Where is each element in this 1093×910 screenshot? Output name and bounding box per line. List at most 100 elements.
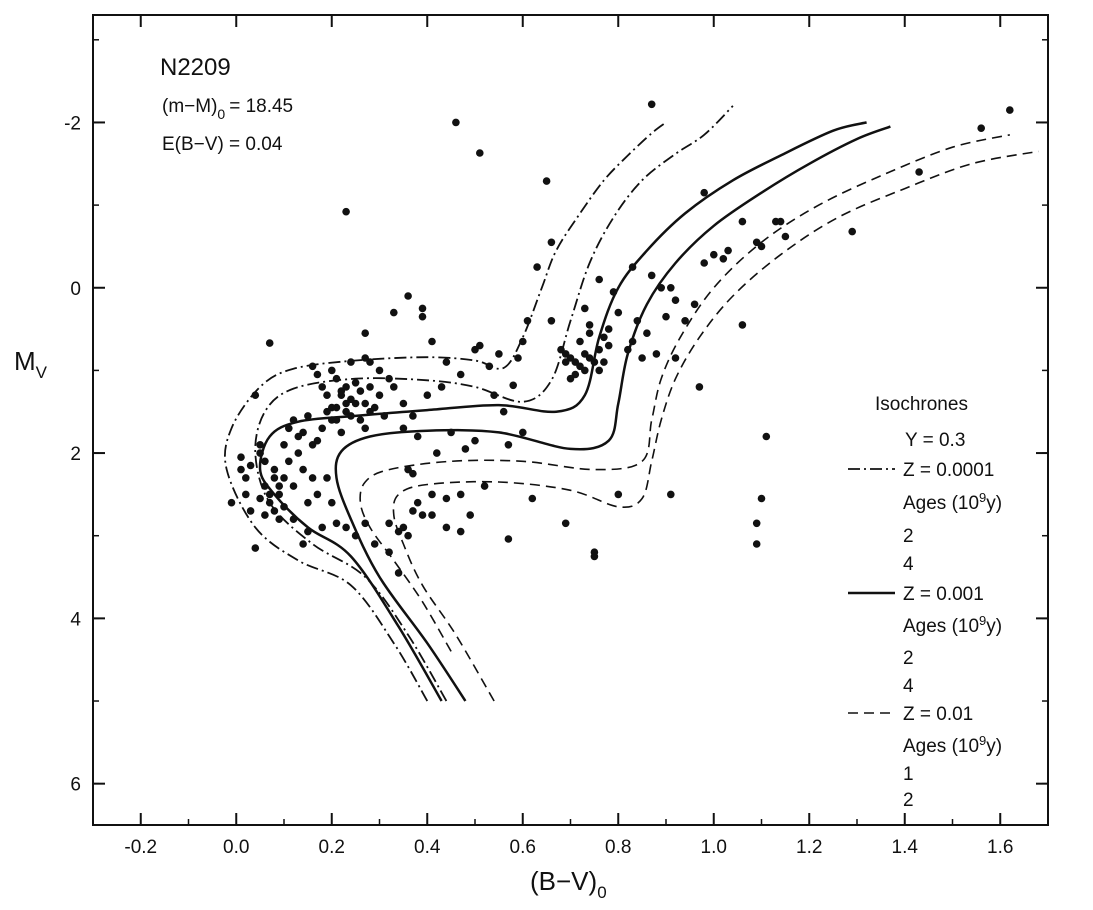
star-point xyxy=(456,370,465,379)
star-point xyxy=(633,317,642,325)
y-tick-label-4: 6 xyxy=(70,775,81,796)
legend-label-z001: Z = 0.001 xyxy=(903,584,984,605)
star-point xyxy=(428,490,436,499)
legend-label-z0001: Z = 0.0001 xyxy=(903,460,994,481)
star-point xyxy=(409,469,417,478)
star-point xyxy=(299,465,307,474)
star-point xyxy=(275,482,284,490)
star-point xyxy=(280,474,288,482)
star-points xyxy=(227,100,1014,577)
star-point xyxy=(328,498,336,507)
star-point xyxy=(456,527,465,536)
legend-age-z001-2: 4 xyxy=(903,676,914,697)
star-point xyxy=(313,370,322,379)
star-point xyxy=(738,217,747,226)
star-point xyxy=(752,519,761,528)
isochrone-solid-2 xyxy=(258,121,867,702)
x-tick-label-0: -0.2 xyxy=(124,837,157,858)
star-point xyxy=(370,540,379,548)
star-point xyxy=(428,511,436,519)
legend-label-z01: Z = 0.01 xyxy=(903,704,973,725)
star-point xyxy=(671,354,680,362)
star-point xyxy=(280,503,288,511)
star-point xyxy=(662,312,670,321)
x-tick-label-6: 1.0 xyxy=(701,837,727,858)
star-point xyxy=(361,399,370,408)
star-point xyxy=(299,428,307,437)
star-point xyxy=(547,238,556,247)
distance-modulus-sub: 0 xyxy=(217,106,225,122)
star-point xyxy=(447,428,455,437)
star-point xyxy=(361,519,370,528)
star-point xyxy=(561,358,570,366)
star-point xyxy=(332,519,341,528)
star-point xyxy=(442,358,451,366)
star-point xyxy=(261,482,269,490)
star-point xyxy=(270,465,279,474)
reddening-value: E(B−V) = 0.04 xyxy=(162,134,283,155)
star-point xyxy=(609,288,618,296)
isochrone-solid-3 xyxy=(334,125,891,702)
star-point xyxy=(442,523,451,532)
legend-ages-z0001: Ages (109y) xyxy=(903,490,1002,514)
star-point xyxy=(256,494,264,503)
star-point xyxy=(308,474,317,482)
star-point xyxy=(308,362,317,371)
star-point xyxy=(781,232,790,241)
legend-helium: Y = 0.3 xyxy=(905,430,965,451)
x-axis-label: (B−V)0 xyxy=(530,866,607,902)
star-point xyxy=(652,350,661,358)
star-point xyxy=(595,275,603,284)
star-point xyxy=(776,217,785,226)
y-tick-label-1: 0 xyxy=(70,279,81,300)
star-point xyxy=(643,329,651,338)
star-point xyxy=(356,416,365,424)
star-point xyxy=(299,540,307,548)
star-point xyxy=(399,523,408,532)
isochrone-dashed-4 xyxy=(359,134,1010,652)
star-point xyxy=(366,358,374,366)
star-point xyxy=(390,308,398,317)
star-point xyxy=(738,321,747,329)
star-point xyxy=(504,535,513,543)
legend-ages-z001-main: Ages (10 xyxy=(903,616,979,637)
x-tick-label-5: 0.8 xyxy=(605,837,631,858)
y-tick-label-2: 2 xyxy=(70,444,81,465)
star-point xyxy=(590,358,599,366)
star-point xyxy=(399,424,408,433)
star-point xyxy=(1006,106,1014,114)
star-point xyxy=(323,474,331,482)
star-point xyxy=(351,399,360,408)
star-point xyxy=(519,428,527,437)
star-point xyxy=(242,490,250,499)
star-point xyxy=(423,391,432,400)
star-point xyxy=(323,391,331,400)
star-point xyxy=(647,100,656,109)
star-point xyxy=(757,242,766,251)
x-tick-label-9: 1.6 xyxy=(987,837,1013,858)
star-point xyxy=(251,544,260,552)
star-point xyxy=(351,379,360,387)
star-point xyxy=(375,391,384,400)
star-point xyxy=(380,412,389,420)
legend-title: Isochrones xyxy=(875,394,968,415)
star-point xyxy=(490,391,498,400)
star-point xyxy=(285,424,293,433)
star-point xyxy=(499,407,508,416)
distance-modulus-main: (m−M) xyxy=(162,96,217,117)
star-point xyxy=(604,341,613,350)
star-point xyxy=(504,441,513,449)
legend-ages-z0001-exp: 9 xyxy=(979,490,986,505)
star-point xyxy=(604,325,613,333)
x-tick-label-1: 0.0 xyxy=(223,837,249,858)
isochrone-curves xyxy=(224,105,1039,702)
star-point xyxy=(433,449,441,457)
star-point xyxy=(528,494,537,503)
star-point xyxy=(624,345,632,354)
star-point xyxy=(304,498,312,507)
x-tick-label-3: 0.4 xyxy=(414,837,441,858)
star-point xyxy=(390,383,398,391)
axis-ticks: -0.2 0.0 0.2 0.4 0.6 0.8 1.0 1.2 1.4 1.6 -2 0 2 4 6 xyxy=(64,15,1049,858)
star-point xyxy=(523,317,532,325)
star-point xyxy=(413,432,422,441)
